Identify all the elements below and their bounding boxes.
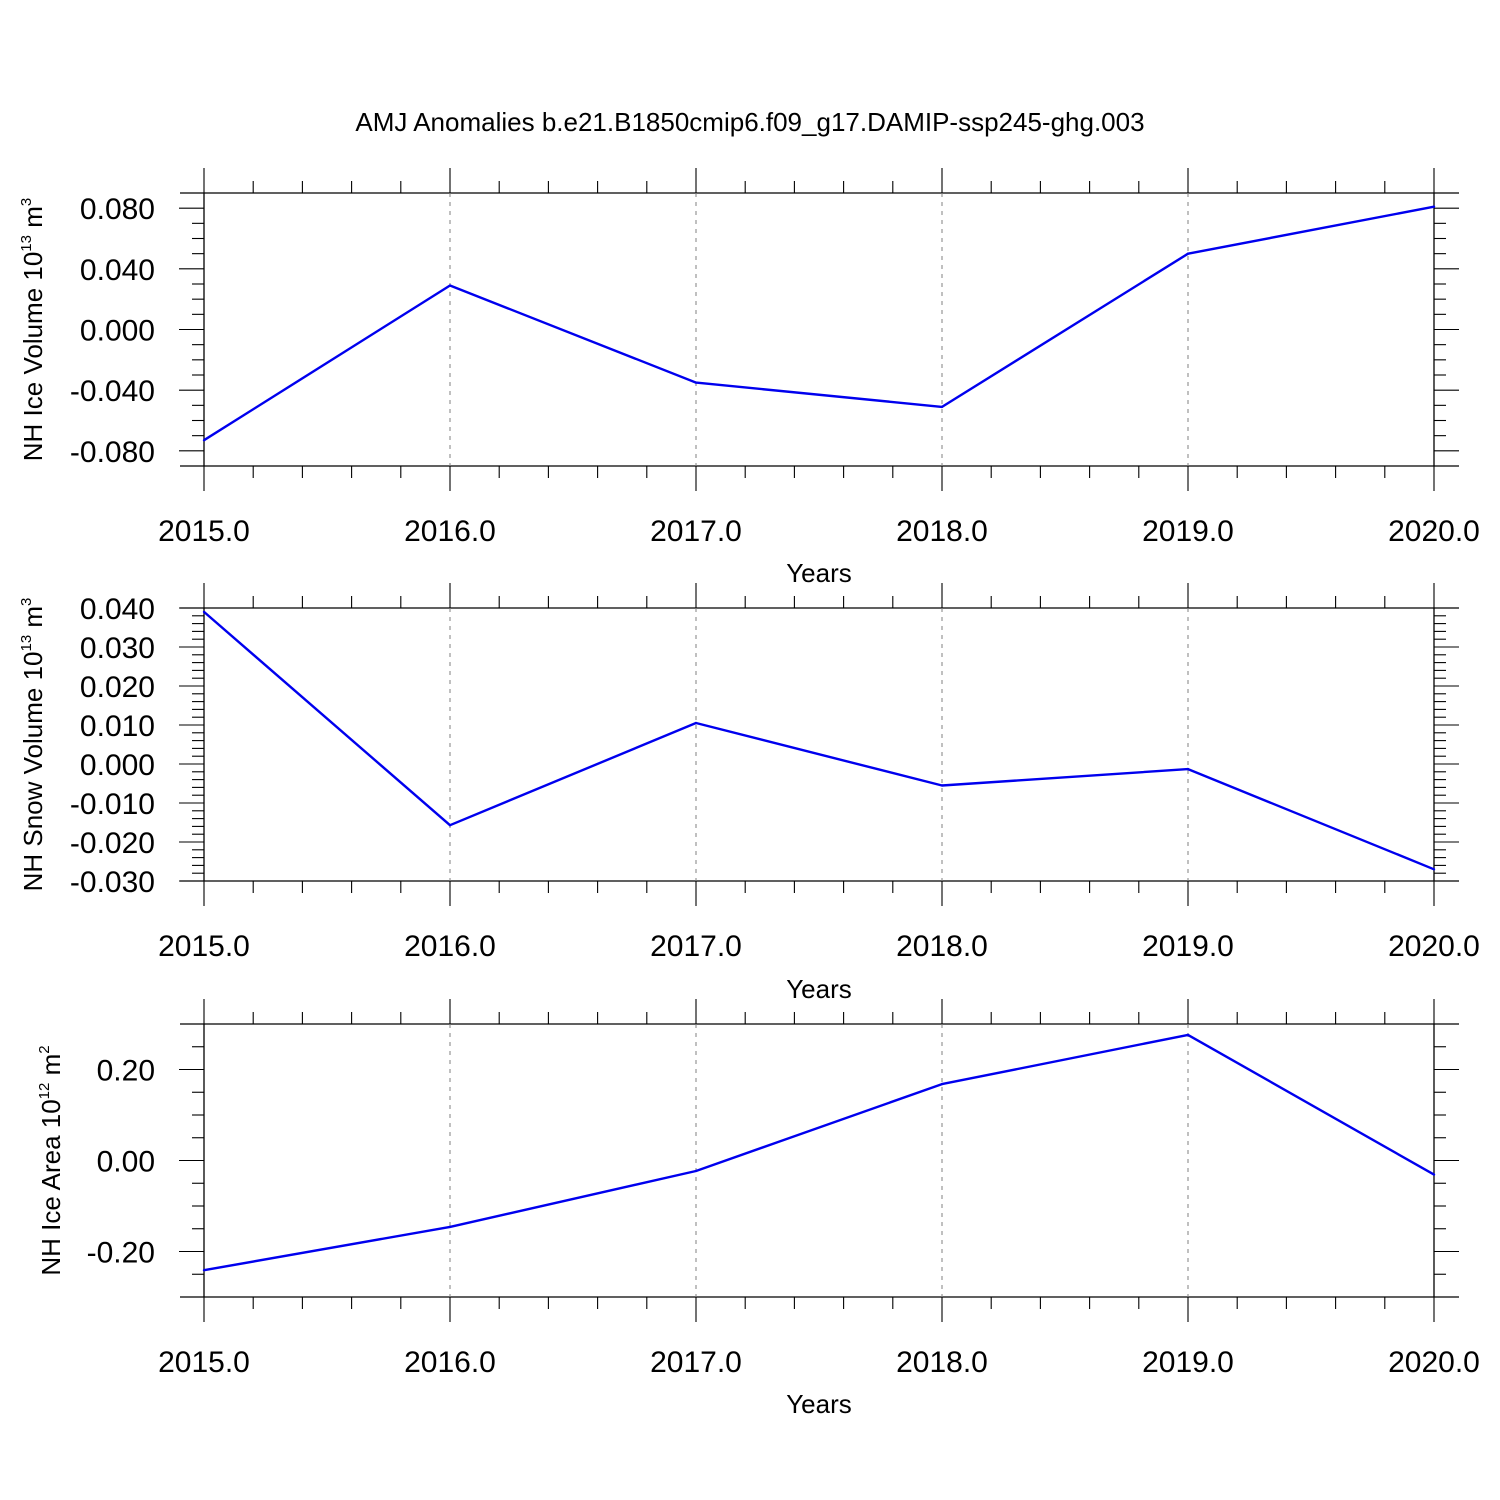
data-point bbox=[940, 405, 944, 409]
data-point bbox=[694, 1169, 698, 1173]
x-tick-label: 2018.0 bbox=[896, 1346, 988, 1379]
y-tick-label: 0.040 bbox=[80, 254, 155, 287]
y-tick-label: -0.020 bbox=[70, 827, 155, 860]
y-tick-label: -0.20 bbox=[87, 1237, 155, 1270]
data-point bbox=[202, 610, 206, 614]
x-axis-label: Years bbox=[786, 974, 852, 1004]
x-tick-label: 2017.0 bbox=[650, 515, 742, 548]
y-tick-label: 0.000 bbox=[80, 749, 155, 782]
panel-3: 2015.0 2016.0 2017.0 2018.0 2019.0 2020.0 -0.2… bbox=[36, 999, 1480, 1419]
data-point bbox=[940, 784, 944, 787]
data-point bbox=[1432, 205, 1436, 208]
x-tick-label: 2018.0 bbox=[896, 515, 988, 548]
series-line bbox=[203, 610, 1435, 871]
y-tick-label: 0.00 bbox=[97, 1146, 155, 1179]
x-tick-label: 2019.0 bbox=[1142, 930, 1234, 963]
x-tick-label: 2016.0 bbox=[404, 1346, 496, 1379]
x-tick-label: 2017.0 bbox=[650, 930, 742, 963]
data-point bbox=[1186, 252, 1190, 255]
y-tick-label: 0.020 bbox=[80, 671, 155, 704]
y-axis-label: NH Ice Area 1012 m2 bbox=[36, 1045, 66, 1275]
data-point bbox=[202, 1268, 206, 1272]
data-point bbox=[1432, 1173, 1436, 1176]
y-tick-label: -0.010 bbox=[70, 788, 155, 821]
data-point bbox=[448, 284, 452, 287]
y-axis-label: NH Snow Volume 1013 m3 bbox=[18, 598, 48, 892]
panel-1: 2015.0 2016.0 2017.0 2018.0 2019.0 2020.0 -0.0… bbox=[18, 168, 1480, 588]
data-point bbox=[202, 439, 206, 442]
y-tick-label: 0.040 bbox=[80, 593, 155, 626]
data-point bbox=[940, 1082, 944, 1086]
x-tick-label: 2015.0 bbox=[158, 1346, 250, 1379]
series-line bbox=[203, 1033, 1435, 1272]
x-tick-label: 2016.0 bbox=[404, 515, 496, 548]
panels: 2015.0 2016.0 2017.0 2018.0 2019.0 2020.0 -0.0… bbox=[18, 168, 1480, 1419]
y-tick-label: 0.20 bbox=[97, 1055, 155, 1088]
x-tick-label: 2017.0 bbox=[650, 1346, 742, 1379]
x-tick-label: 2019.0 bbox=[1142, 1346, 1234, 1379]
data-point bbox=[1186, 767, 1190, 771]
x-tick-label: 2016.0 bbox=[404, 930, 496, 963]
y-tick-label: 0.000 bbox=[80, 315, 155, 348]
x-tick-label: 2020.0 bbox=[1388, 1346, 1480, 1379]
y-axis-label: NH Ice Volume 1013 m3 bbox=[18, 198, 48, 461]
y-tick-label: 0.030 bbox=[80, 632, 155, 665]
data-point bbox=[448, 1225, 452, 1229]
x-tick-label: 2020.0 bbox=[1388, 515, 1480, 548]
data-point bbox=[448, 824, 452, 827]
chart-title: AMJ Anomalies b.e21.B1850cmip6.f09_g17.D… bbox=[355, 107, 1144, 137]
y-tick-label: -0.030 bbox=[70, 866, 155, 899]
y-tick-label: 0.080 bbox=[80, 193, 155, 226]
x-tick-label: 2015.0 bbox=[158, 515, 250, 548]
y-tick-label: 0.010 bbox=[80, 710, 155, 743]
data-point bbox=[694, 721, 698, 725]
panel-2: 2015.0 2016.0 2017.0 2018.0 2019.0 2020.0 -0.0… bbox=[18, 583, 1480, 1004]
y-tick-label: -0.080 bbox=[70, 436, 155, 469]
y-tick-label: -0.040 bbox=[70, 375, 155, 408]
x-tick-label: 2020.0 bbox=[1388, 930, 1480, 963]
series-line bbox=[203, 205, 1435, 442]
data-point bbox=[1186, 1033, 1190, 1037]
x-axis-label: Years bbox=[786, 1389, 852, 1419]
data-point bbox=[1432, 868, 1436, 871]
x-tick-label: 2018.0 bbox=[896, 930, 988, 963]
x-tick-label: 2015.0 bbox=[158, 930, 250, 963]
data-point bbox=[694, 381, 698, 384]
x-axis-label: Years bbox=[786, 558, 852, 588]
x-tick-label: 2019.0 bbox=[1142, 515, 1234, 548]
